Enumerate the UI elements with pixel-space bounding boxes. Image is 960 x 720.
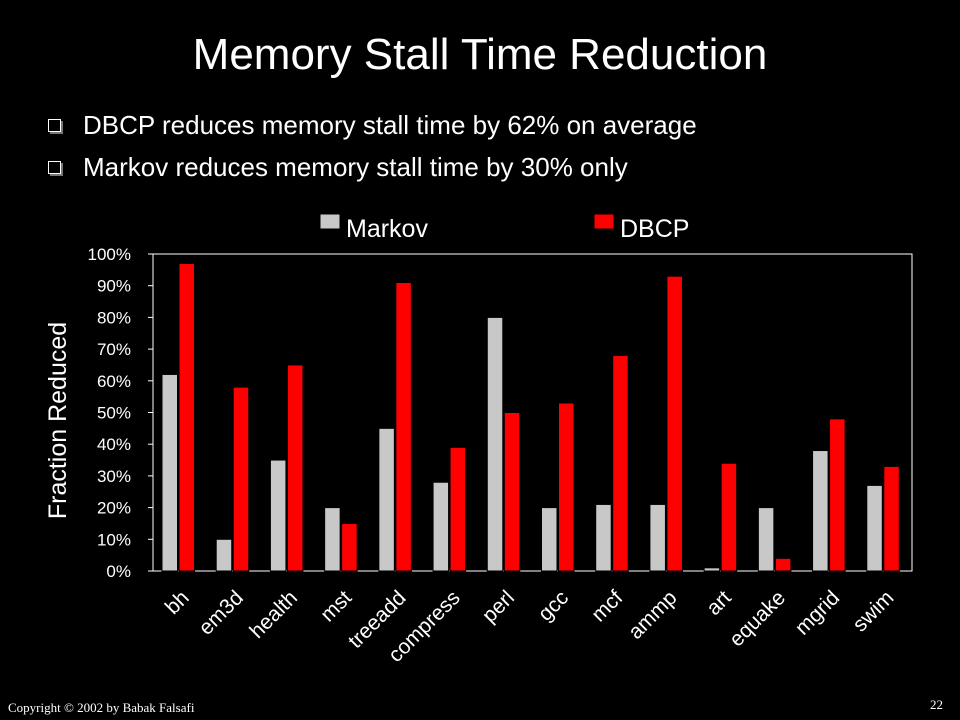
legend-label: Markov: [346, 215, 428, 243]
x-tick-label: equake: [725, 586, 790, 651]
x-tick-label: health: [245, 586, 302, 643]
bar-markov: [215, 538, 233, 572]
x-tick-label: gcc: [534, 586, 573, 625]
x-tick-label: bh: [161, 586, 194, 619]
bar-markov: [812, 450, 829, 572]
bullet-item: Markov reduces memory stall time by 30% …: [48, 146, 697, 188]
bar-markov: [269, 459, 287, 572]
bar-dbcp: [286, 364, 304, 572]
x-tick-label: swim: [848, 586, 898, 636]
bar-markov: [541, 507, 558, 572]
x-tick-label: mgrid: [791, 586, 844, 639]
bar-dbcp: [774, 557, 792, 572]
y-tick-label: 70%: [97, 340, 131, 359]
bar-markov: [866, 484, 883, 572]
bar-dbcp: [883, 465, 900, 572]
legend-swatch: [593, 213, 615, 230]
y-tick-label: 100%: [88, 245, 131, 264]
bullet-list: DBCP reduces memory stall time by 62% on…: [48, 104, 697, 188]
bar-markov: [378, 427, 395, 572]
bar-dbcp: [558, 402, 575, 572]
y-tick-label: 0%: [106, 562, 131, 581]
y-tick-label: 60%: [97, 372, 131, 391]
bullet-text: DBCP reduces memory stall time by 62% on…: [83, 109, 697, 140]
bar-dbcp: [720, 462, 738, 572]
bar-dbcp: [178, 263, 195, 572]
x-tick-label: em3d: [194, 586, 247, 639]
bar-dbcp: [232, 386, 250, 572]
bar-markov: [432, 481, 450, 572]
plot-area: [152, 253, 913, 572]
x-tick-label: mcf: [587, 586, 627, 626]
bar-markov: [595, 503, 612, 572]
y-tick-label: 80%: [97, 308, 131, 327]
y-axis-label: Fraction Reduced: [44, 322, 72, 519]
y-tick-label: 20%: [97, 499, 131, 518]
bar-markov: [324, 507, 341, 572]
page-number: 22: [930, 697, 943, 712]
y-tick-label: 50%: [97, 404, 131, 423]
bar-dbcp: [666, 275, 683, 572]
y-tick-label: 40%: [97, 435, 131, 454]
copyright-text: Copyright © 2002 by Babak Falsafi: [8, 700, 195, 715]
bar-markov: [757, 507, 775, 572]
bar-dbcp: [829, 418, 846, 572]
bullet-box-icon: [48, 160, 61, 174]
legend-label: DBCP: [620, 215, 689, 243]
x-tick-label: ammp: [624, 586, 682, 644]
bar-dbcp: [341, 522, 358, 572]
bar-markov: [649, 503, 666, 572]
y-tick-label: 90%: [97, 277, 131, 296]
bullet-item: DBCP reduces memory stall time by 62% on…: [48, 104, 697, 146]
legend-swatch: [319, 213, 341, 230]
x-tick-label: perl: [478, 586, 519, 627]
bar-dbcp: [395, 282, 412, 572]
bullet-text: Markov reduces memory stall time by 30% …: [83, 151, 628, 182]
x-tick-label: art: [702, 586, 736, 620]
bar-markov: [486, 316, 504, 572]
bar-dbcp: [503, 412, 521, 572]
bar-markov: [161, 373, 178, 572]
y-tick-label: 30%: [97, 467, 131, 486]
x-tick-label: mst: [316, 586, 356, 626]
bullet-box-icon: [48, 118, 61, 132]
bar-markov: [703, 567, 721, 572]
bar-dbcp: [612, 354, 629, 572]
slide-title: Memory Stall Time Reduction: [192, 30, 768, 79]
bar-dbcp: [449, 446, 467, 572]
y-tick-label: 10%: [97, 530, 131, 549]
